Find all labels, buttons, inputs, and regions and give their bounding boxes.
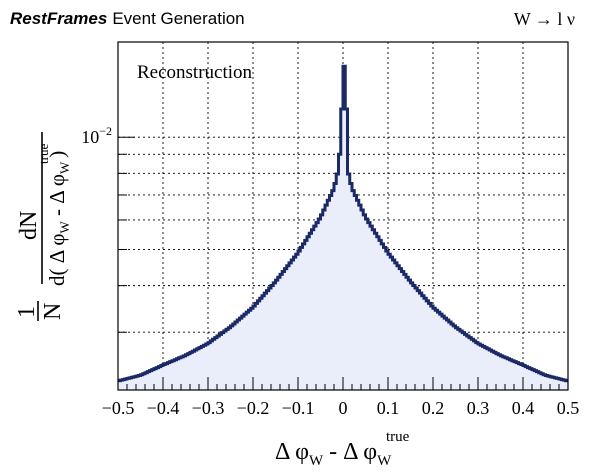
x-tick-label: 0.3 (467, 398, 490, 418)
x-tick-label: 0.4 (512, 398, 535, 418)
x-tick-label: −0.2 (237, 398, 270, 418)
svg-text:true: true (386, 429, 410, 445)
brand-name: RestFrames (10, 9, 107, 28)
x-tick-label: 0 (339, 398, 348, 418)
svg-text:1: 1 (14, 306, 40, 318)
x-axis-label: Δ φW - Δ φW true (275, 429, 410, 469)
x-tick-label: 0.1 (377, 398, 400, 418)
process-label: W → l ν (514, 9, 575, 29)
y-tick-label: 10−2 (81, 124, 112, 147)
svg-text:N: N (40, 303, 66, 320)
x-tick-label: 0.5 (557, 398, 580, 418)
x-tick-label: −0.1 (282, 398, 315, 418)
x-tick-label: −0.4 (147, 398, 180, 418)
x-tick-label: 0.2 (422, 398, 445, 418)
histogram-line (118, 64, 568, 383)
plot-title: Reconstruction (137, 62, 253, 83)
ticks: −0.5 −0.4 −0.3 −0.2 −0.1 0 0.1 0.2 0.3 0.4 0.5 10−2 (81, 124, 579, 418)
svg-text:d( Δ φW - Δ φW): d( Δ φW - Δ φW) (45, 151, 72, 286)
header-title-line: RestFrames Event Generation (10, 9, 245, 28)
x-tick-label: −0.3 (192, 398, 225, 418)
y-axis-label: 1 N dN d( Δ φW - Δ φW) true (14, 132, 72, 321)
histogram-fill (118, 66, 568, 390)
svg-text:Δ φW - Δ φW: Δ φW - Δ φW (275, 439, 392, 469)
header-title: Event Generation (112, 9, 244, 28)
svg-text:dN: dN (16, 211, 42, 240)
histogram (118, 64, 568, 390)
svg-text:true: true (36, 144, 51, 164)
x-tick-label: −0.5 (102, 398, 135, 418)
